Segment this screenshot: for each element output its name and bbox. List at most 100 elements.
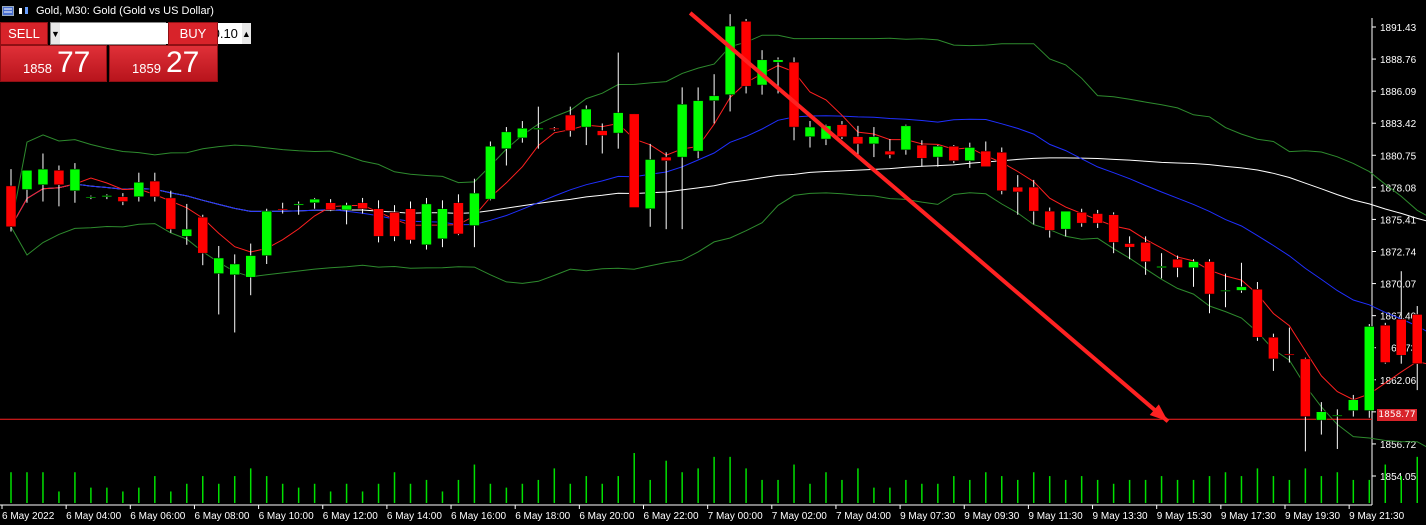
candle-body	[1140, 242, 1151, 262]
candle-body	[357, 202, 368, 209]
moving-average-white	[10, 157, 1426, 228]
price-tick-label: 1891.43	[1380, 23, 1417, 34]
candle-body	[868, 136, 880, 145]
time-tick-label: 9 May 17:30	[1221, 511, 1276, 522]
moving-average-blue	[10, 115, 1426, 332]
candle-body	[85, 196, 97, 198]
candle-body	[597, 130, 608, 136]
time-tick-label: 6 May 08:00	[194, 511, 249, 522]
candle-body	[277, 208, 288, 211]
candlestick-icon	[18, 6, 30, 16]
time-tick-label: 6 May 12:00	[323, 511, 378, 522]
candle-body	[69, 168, 81, 191]
candle-body	[612, 112, 624, 134]
candle-body	[133, 182, 145, 197]
candle-body	[948, 146, 960, 161]
candle-body	[1076, 212, 1087, 224]
candle-body	[1012, 186, 1023, 193]
candle-body	[1092, 213, 1103, 224]
time-tick-label: 6 May 04:00	[66, 511, 121, 522]
candle-body	[660, 156, 672, 161]
candle-body	[5, 185, 17, 228]
moving-average-red	[10, 65, 1426, 401]
candle-body	[373, 208, 384, 237]
candle-body	[37, 168, 49, 185]
candle-body	[309, 198, 320, 203]
candle-body	[1188, 261, 1199, 268]
candle-body	[1204, 261, 1215, 295]
candle-body	[213, 257, 224, 274]
price-tick-label: 1867.40	[1380, 312, 1417, 323]
one-click-trading-panel: SELL ▼ ▲ BUY 1858 77 1859 27	[0, 22, 251, 82]
time-tick-label: 6 May 06:00	[130, 511, 185, 522]
time-tick-label: 9 May 13:30	[1093, 511, 1148, 522]
candle-body	[469, 192, 480, 226]
candle-body	[1044, 210, 1055, 231]
candle-body	[245, 255, 256, 278]
sell-price-button[interactable]: 1858 77	[0, 45, 107, 82]
sell-button[interactable]: SELL	[0, 22, 48, 45]
candle-body	[932, 146, 944, 158]
candle-body	[996, 152, 1008, 191]
buy-button[interactable]: BUY	[168, 22, 218, 45]
candle-body	[1060, 210, 1071, 230]
time-tick-label: 7 May 02:00	[772, 511, 827, 522]
candle-body	[1252, 288, 1263, 338]
candle-body	[1220, 290, 1231, 292]
candle-body	[389, 212, 400, 237]
buy-price-button[interactable]: 1859 27	[109, 45, 218, 82]
price-tick-label: 1883.42	[1380, 119, 1417, 130]
candle-body	[565, 114, 576, 131]
chart-title-bar: Gold, M30: Gold (Gold vs US Dollar)	[0, 3, 214, 19]
time-tick-label: 9 May 11:30	[1028, 511, 1083, 522]
candle-body	[708, 95, 720, 101]
candle-body	[341, 204, 352, 211]
price-tick-label: 1870.07	[1380, 280, 1417, 291]
lot-size-control: ▼ ▲	[50, 22, 251, 45]
candle-body	[1284, 353, 1295, 356]
time-tick-label: 6 May 22:00	[644, 511, 699, 522]
candle-body	[581, 108, 592, 128]
trend-arrow-head	[1149, 404, 1168, 422]
candle-body	[740, 21, 752, 87]
bollinger-lower-band	[10, 192, 1426, 448]
candle-body	[852, 136, 864, 145]
candle-body	[501, 131, 512, 149]
candle-body	[1028, 186, 1039, 212]
time-tick-label: 7 May 00:00	[708, 511, 763, 522]
candle-body	[916, 144, 928, 159]
candle-body	[1108, 214, 1119, 243]
candle-body	[1332, 415, 1343, 417]
trend-arrow-line	[688, 11, 1170, 423]
time-tick-label: 6 May 14:00	[387, 511, 442, 522]
candle-body	[1348, 399, 1359, 411]
time-tick-label: 6 May 18:00	[515, 511, 570, 522]
candle-body	[1236, 286, 1247, 291]
price-tick-label: 1880.75	[1380, 151, 1417, 162]
lot-increase-button[interactable]: ▲	[241, 23, 251, 44]
lot-decrease-button[interactable]: ▼	[51, 23, 60, 44]
triangle-down-icon: ▼	[51, 28, 60, 39]
candle-body	[884, 150, 896, 155]
candle-body	[788, 61, 800, 128]
bollinger-upper-band	[10, 34, 1426, 227]
time-tick-label: 6 May 20:00	[579, 511, 634, 522]
price-tick-label: 1856.72	[1380, 440, 1417, 451]
triangle-up-icon: ▲	[241, 28, 251, 39]
price-tick-label: 1886.09	[1380, 87, 1417, 98]
candle-body	[165, 197, 177, 230]
candle-body	[804, 126, 816, 137]
candle-body	[517, 128, 528, 139]
price-tick-label: 1878.08	[1380, 183, 1417, 194]
time-tick-label: 9 May 07:30	[900, 511, 955, 522]
candle-body	[676, 103, 688, 158]
candle-body	[421, 203, 432, 246]
price-tick-label: 1875.41	[1380, 215, 1417, 226]
time-tick-label: 9 May 19:30	[1285, 511, 1340, 522]
candle-body	[117, 196, 129, 202]
chart-title: Gold, M30: Gold (Gold vs US Dollar)	[36, 5, 214, 17]
candle-body	[533, 128, 544, 130]
candle-body	[453, 202, 464, 235]
candle-body	[229, 263, 240, 276]
